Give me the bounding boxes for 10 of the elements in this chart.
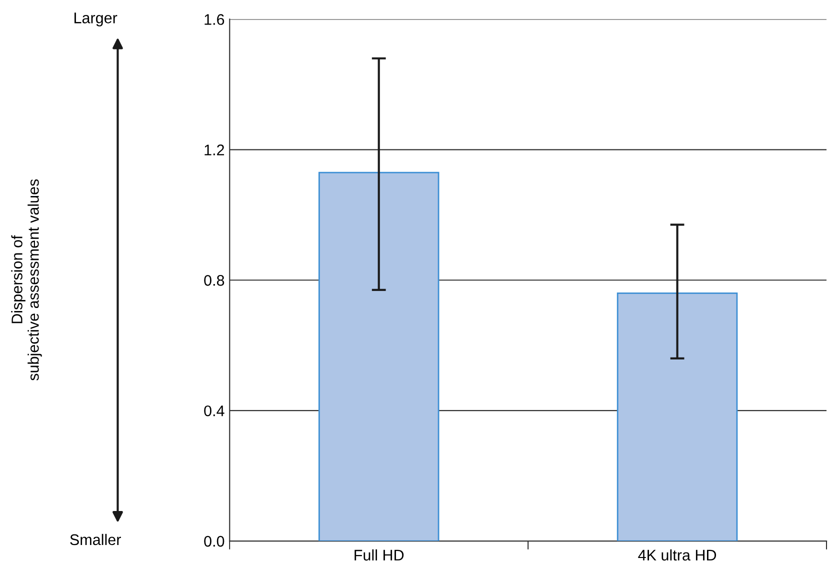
x-tick-label: Full HD bbox=[354, 549, 404, 561]
y-tick-label: 1.2 bbox=[204, 144, 224, 156]
y-tick-label: 0.4 bbox=[204, 405, 224, 416]
y-tick-label: 1.6 bbox=[204, 14, 224, 25]
text: Smaller bbox=[70, 534, 121, 546]
text: Larger bbox=[74, 12, 118, 26]
y-tick-label: 0.8 bbox=[204, 275, 224, 286]
y-tick-label: 0.0 bbox=[204, 536, 224, 547]
x-tick-label: 4K ultra HD bbox=[638, 549, 716, 561]
text: Dispersion of subjective assessment values bbox=[11, 179, 42, 380]
